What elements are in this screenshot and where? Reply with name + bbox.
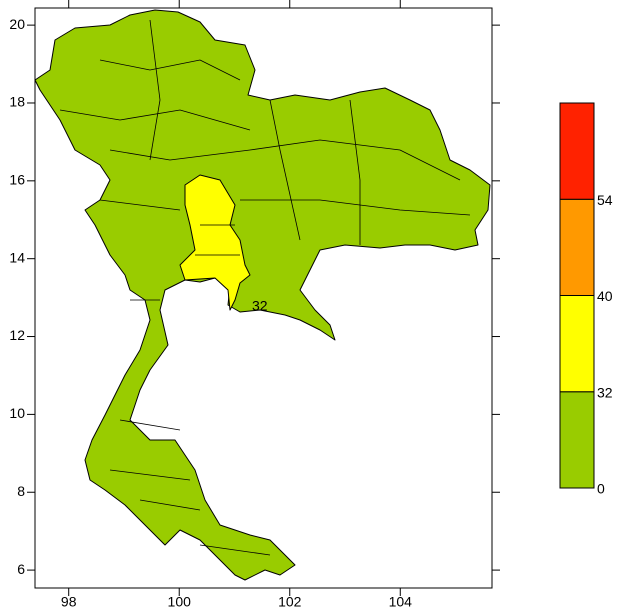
- colorbar-segment: [559, 198, 595, 296]
- province-borders: [59, 19, 471, 556]
- contour-label: 32: [252, 298, 268, 314]
- colorbar-segment: [559, 295, 595, 393]
- land: [34, 9, 491, 581]
- y-tick-label: 14: [9, 249, 25, 265]
- y-tick-label: 8: [17, 483, 25, 499]
- colorbar-label: 0: [597, 481, 605, 497]
- colorbar-segment: [559, 102, 595, 200]
- colorbar-label: 54: [597, 192, 613, 208]
- country-outline: [34, 9, 491, 581]
- x-tick-label: 104: [389, 594, 413, 610]
- y-tick-label: 20: [9, 16, 25, 32]
- colorbar-segment: [559, 391, 595, 489]
- y-tick-label: 16: [9, 172, 25, 188]
- y-tick-label: 12: [9, 327, 25, 343]
- x-tick-label: 98: [61, 594, 77, 610]
- x-tick-label: 102: [278, 594, 302, 610]
- y-tick-label: 18: [9, 94, 25, 110]
- plot-frame: [34, 7, 493, 589]
- colorbar-label: 32: [597, 384, 613, 400]
- colorbar-label: 40: [597, 288, 613, 304]
- x-tick-label: 100: [168, 594, 192, 610]
- high-value-region: [179, 174, 251, 311]
- y-tick-label: 6: [17, 561, 25, 577]
- y-tick-label: 10: [9, 405, 25, 421]
